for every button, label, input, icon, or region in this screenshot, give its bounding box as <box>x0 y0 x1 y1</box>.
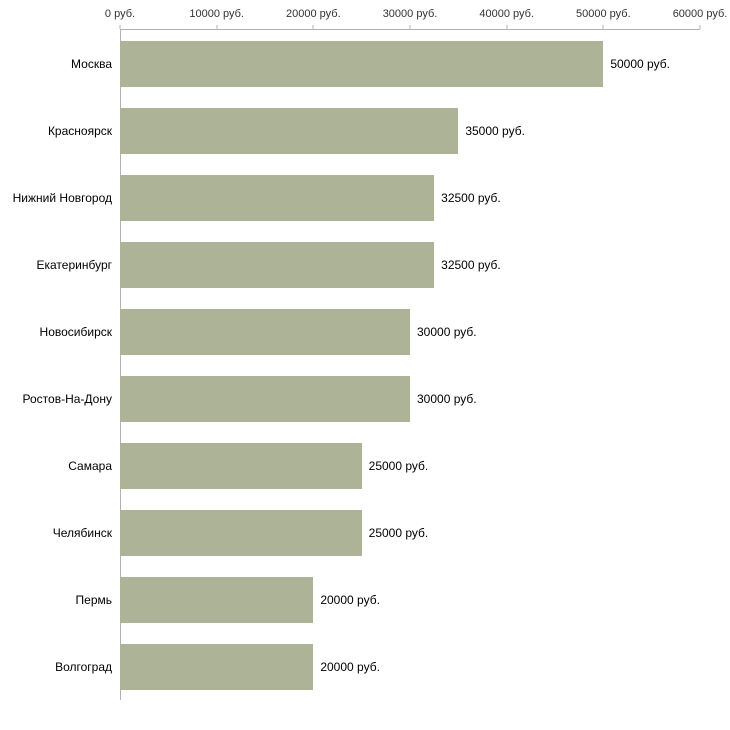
bar-area: 25000 руб. <box>120 442 700 489</box>
x-tick-label: 0 руб. <box>104 8 136 20</box>
bar-value-label: 50000 руб. <box>610 56 670 71</box>
x-tick-mark <box>119 25 121 29</box>
y-axis-line <box>120 30 121 700</box>
category-label: Самара <box>68 458 112 473</box>
bar-row: Волгоград 20000 руб. <box>0 633 730 700</box>
bar-area: 35000 руб. <box>120 107 700 154</box>
category-label: Ростов-На-Дону <box>22 391 112 406</box>
bar-value-label: 30000 руб. <box>417 391 477 406</box>
bar-value-label: 25000 руб. <box>368 458 429 473</box>
category-label: Нижний Новгород <box>12 190 112 205</box>
bar-area: 30000 руб. <box>120 308 700 355</box>
x-tick-label: 20000 руб. <box>286 8 341 20</box>
bar-area: 32500 руб. <box>120 174 700 221</box>
bar-row: Челябинск 25000 руб. <box>0 499 730 566</box>
x-tick-label: 40000 руб. <box>479 8 534 20</box>
category-label: Новосибирск <box>39 324 112 339</box>
category-label: Красноярск <box>47 123 112 138</box>
bar-area: 20000 руб. <box>120 576 700 623</box>
bar-row: Новосибирск 30000 руб. <box>0 298 730 365</box>
bar-row: Москва 50000 руб. <box>0 30 730 97</box>
category-label: Москва <box>71 56 112 71</box>
x-tick-label: 10000 руб. <box>189 8 244 20</box>
bar <box>120 442 362 489</box>
bar-area: 20000 руб. <box>120 643 700 690</box>
chart-rows: Москва 50000 руб. Красноярск 35000 руб. Нижн… <box>0 30 730 700</box>
x-tick-mark <box>409 25 411 29</box>
x-tick-label: 60000 руб. <box>672 8 728 20</box>
x-tick-label: 50000 руб. <box>576 8 631 20</box>
x-tick-mark <box>602 25 604 29</box>
bar-area: 32500 руб. <box>120 241 700 288</box>
bar-area: 30000 руб. <box>120 375 700 422</box>
bar <box>120 375 410 422</box>
category-label: Пермь <box>75 592 112 607</box>
bar-value-label: 32500 руб. <box>441 257 501 272</box>
bar-value-label: 20000 руб. <box>320 592 380 607</box>
x-tick-label: 30000 руб. <box>382 8 438 20</box>
category-label: Челябинск <box>52 525 112 540</box>
bar-value-label: 30000 руб. <box>417 324 477 339</box>
bar-value-label: 20000 руб. <box>320 659 380 674</box>
bar-value-label: 25000 руб. <box>368 525 429 540</box>
bar <box>120 107 459 154</box>
bar-row: Красноярск 35000 руб. <box>0 97 730 164</box>
bar-area: 25000 руб. <box>120 509 700 556</box>
bar-row: Екатеринбург 32500 руб. <box>0 231 730 298</box>
x-tick-mark <box>506 25 508 29</box>
bar-row: Нижний Новгород 32500 руб. <box>0 164 730 231</box>
bar-row: Ростов-На-Дону 30000 руб. <box>0 365 730 432</box>
bar <box>120 174 435 221</box>
bar-row: Самара 25000 руб. <box>0 432 730 499</box>
category-label: Екатеринбург <box>36 257 113 272</box>
bar <box>120 576 314 623</box>
x-tick-mark <box>699 25 701 29</box>
x-axis: 0 руб. 10000 руб. 20000 руб. 30000 руб. 4000… <box>105 0 727 30</box>
bar <box>120 308 410 355</box>
x-tick-mark <box>312 25 314 29</box>
bar-value-label: 35000 руб. <box>465 123 525 138</box>
bar <box>120 509 362 556</box>
x-tick-mark <box>216 25 218 29</box>
bar-row: Пермь 20000 руб. <box>0 566 730 633</box>
bar-value-label: 32500 руб. <box>441 190 501 205</box>
bar <box>120 241 435 288</box>
category-label: Волгоград <box>55 659 112 674</box>
bar-area: 50000 руб. <box>120 40 700 87</box>
bar <box>120 643 314 690</box>
bar <box>120 40 604 87</box>
